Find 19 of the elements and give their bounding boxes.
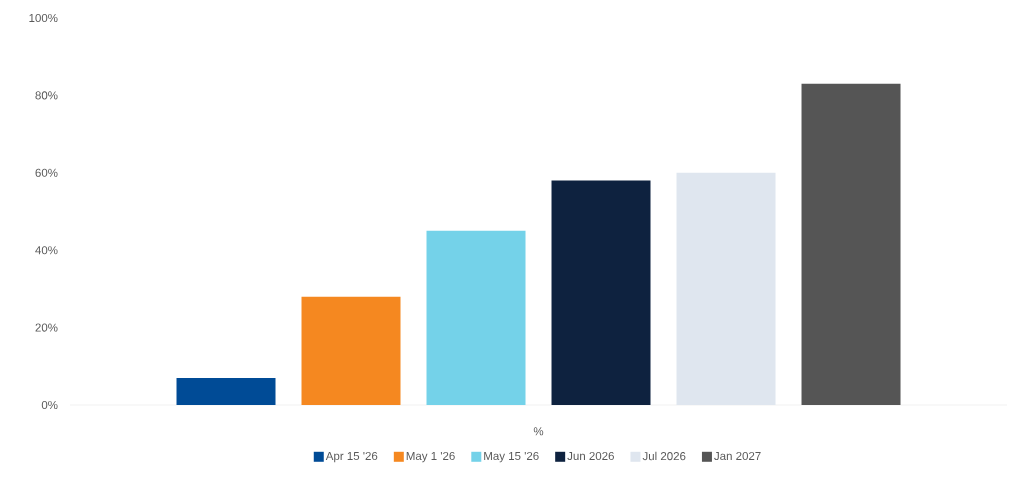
bar [676,172,776,405]
x-tick-label: % [533,427,544,436]
bar [301,296,401,405]
y-tick-label: 60% [35,168,58,177]
y-tick-label: 80% [35,91,58,100]
legend-label: May 15 '26 [484,451,539,463]
legend-label: Jan 2027 [714,451,761,461]
bar [801,83,901,405]
bar [176,377,276,405]
bar [551,180,651,405]
bar [426,230,526,405]
legend-label: Jun 2026 [567,451,614,461]
legend-label: Apr 15 '26 [325,451,378,463]
y-tick-label: 20% [35,323,58,332]
y-tick-label: 100% [29,13,58,23]
legend-label: May 1 '26 [406,451,455,463]
legend-label: Jul 2026 [642,451,686,461]
y-tick-label: 0% [41,400,58,410]
y-tick-label: 40% [35,246,58,255]
